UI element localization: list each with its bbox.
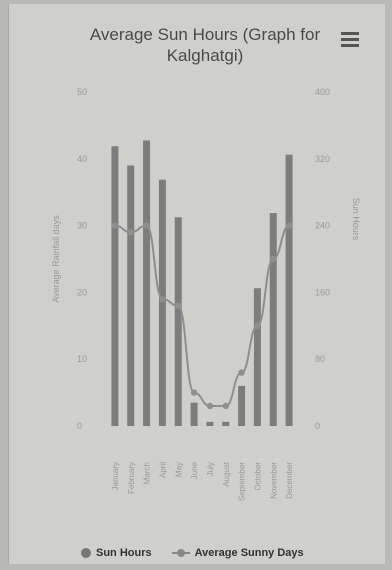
bar bbox=[127, 165, 135, 427]
bar bbox=[238, 385, 246, 426]
sunny-days-point bbox=[190, 389, 198, 396]
bar bbox=[285, 154, 293, 426]
category-label: June bbox=[190, 461, 199, 479]
left-tick-label: 0 bbox=[77, 421, 82, 431]
bar bbox=[253, 288, 261, 426]
sunny-days-point bbox=[238, 369, 245, 376]
right-tick-label: 0 bbox=[315, 421, 320, 431]
category-label: February bbox=[127, 462, 136, 494]
right-tick-label: 80 bbox=[315, 354, 325, 364]
bar bbox=[190, 402, 198, 426]
sunny-days-point bbox=[222, 402, 229, 410]
sunny-days-point bbox=[206, 402, 214, 410]
legend-label-sun-hours: Sun Hours bbox=[96, 547, 152, 559]
legend-swatch-line bbox=[171, 548, 190, 558]
legend-item-average-sunny-days[interactable]: Average Sunny Days bbox=[171, 547, 304, 559]
left-tick-label: 40 bbox=[77, 154, 87, 164]
bar bbox=[174, 217, 182, 426]
hamburger-icon[interactable] bbox=[341, 32, 359, 48]
legend-swatch-bar bbox=[81, 548, 91, 558]
category-label: April bbox=[158, 462, 167, 478]
right-tick-label: 320 bbox=[315, 154, 330, 164]
chart-frame: Average Sun Hours (Graph for Kalghatgi) … bbox=[8, 4, 385, 564]
right-tick-label: 400 bbox=[315, 87, 330, 97]
sunny-days-point bbox=[270, 255, 277, 263]
sunny-days-line bbox=[114, 224, 290, 407]
left-axis-title: Average Rainfall days bbox=[51, 215, 61, 303]
sunny-days-point bbox=[254, 322, 261, 329]
sunny-days-point bbox=[285, 222, 293, 229]
legend-label-average-sunny-days: Average Sunny Days bbox=[194, 547, 304, 559]
bar bbox=[143, 140, 151, 426]
legend: Sun Hours Average Sunny Days bbox=[81, 547, 304, 559]
bar bbox=[206, 421, 214, 426]
category-label: July bbox=[206, 462, 215, 476]
category-label: October bbox=[253, 462, 262, 491]
sunny-days-point bbox=[143, 222, 150, 229]
bar bbox=[222, 421, 230, 426]
category-label: March bbox=[143, 462, 152, 484]
bar bbox=[158, 179, 166, 426]
category-label: September bbox=[238, 462, 247, 501]
category-label: August bbox=[222, 461, 231, 487]
left-tick-label: 30 bbox=[77, 221, 87, 231]
chart-svg: 0 10 20 30 40 50 0 80 160 240 320 400 Average Rainfa… bbox=[51, 87, 361, 501]
category-label: May bbox=[174, 462, 183, 477]
sunny-days-point bbox=[175, 302, 182, 309]
right-tick-label: 160 bbox=[315, 287, 330, 297]
left-tick-label: 20 bbox=[77, 287, 87, 297]
right-tick-label: 240 bbox=[315, 221, 330, 231]
category-label: November bbox=[269, 462, 278, 499]
sunny-days-point bbox=[127, 229, 134, 236]
chart-title: Average Sun Hours (Graph for Kalghatgi) bbox=[89, 25, 321, 65]
category-label: December bbox=[285, 462, 294, 499]
legend-item-sun-hours[interactable]: Sun Hours bbox=[81, 547, 152, 559]
sunny-days-point bbox=[111, 222, 119, 229]
bar bbox=[111, 146, 119, 426]
bar bbox=[269, 213, 277, 426]
right-axis-title: Sun Hours bbox=[351, 198, 361, 241]
left-tick-label: 50 bbox=[77, 87, 87, 97]
category-label: January bbox=[111, 462, 120, 490]
sunny-days-point bbox=[159, 295, 166, 303]
left-tick-label: 10 bbox=[77, 354, 87, 364]
